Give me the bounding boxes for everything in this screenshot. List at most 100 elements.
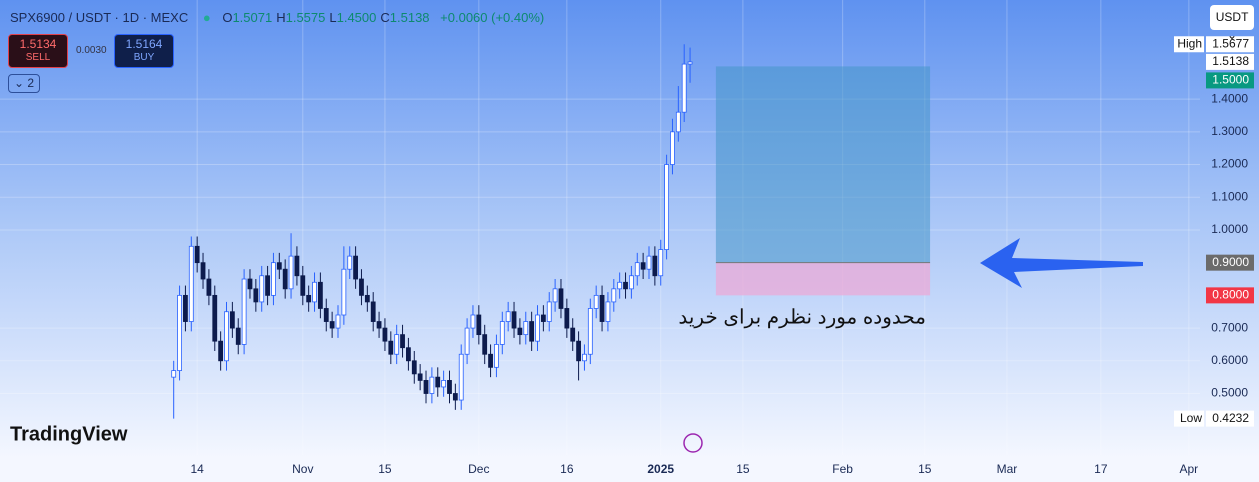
candle-body — [587, 308, 593, 355]
candle-body — [552, 288, 558, 303]
candle-body — [259, 275, 265, 303]
candle-body — [464, 327, 470, 355]
candle-body — [570, 327, 576, 342]
x-tick-label: 14 — [190, 462, 204, 476]
currency-select[interactable]: USDT ⌄ — [1210, 5, 1254, 42]
candle-body — [411, 360, 417, 375]
candle-body — [253, 288, 259, 303]
high-label: 1.5677 — [1212, 36, 1249, 50]
status-dot: ● — [202, 10, 211, 25]
ohlc-value: 1.5575 — [285, 10, 326, 25]
brand: TradingView — [10, 423, 128, 445]
candle-body — [593, 294, 599, 309]
y-tick-label: 0.5000 — [1211, 386, 1248, 400]
x-tick-label: 15 — [918, 462, 932, 476]
buy-button[interactable]: 1.5164 BUY — [114, 34, 174, 68]
annotation: محدوده مورد نظرم برای خرید — [678, 306, 926, 328]
candle-body — [675, 111, 681, 133]
candle-body — [329, 321, 335, 329]
candle-body — [488, 353, 493, 368]
candle-body — [494, 344, 499, 368]
candle-body — [229, 311, 235, 329]
low-label-bg — [1206, 410, 1254, 427]
buy-price: 1.5164 — [125, 37, 163, 51]
candle-body — [388, 340, 394, 355]
candle-body — [341, 268, 347, 316]
candle-body — [470, 314, 476, 329]
candle-body — [200, 262, 206, 280]
event-icon[interactable] — [683, 433, 703, 453]
candle-body — [435, 376, 441, 388]
candle-body — [546, 301, 552, 322]
candle-body — [212, 294, 218, 342]
ohlc-value: 1.4500 — [336, 10, 377, 25]
candle-body — [171, 370, 177, 378]
ohlc: O1.5071 H1.5575 L1.4500 C1.5138 — [222, 10, 433, 25]
candle-body — [511, 311, 517, 329]
x-tick-label: Feb — [832, 462, 853, 476]
header: SPX6900 / USDT · 1D · MEXC ● O1.5071 H1.5… — [10, 10, 547, 25]
candle-body — [535, 314, 540, 342]
candle-body — [265, 275, 270, 296]
candle-body — [505, 311, 511, 322]
candle-body — [646, 255, 652, 270]
candle-body — [394, 334, 400, 355]
candle-body — [558, 288, 564, 309]
candle-body — [564, 308, 570, 329]
candle-body — [582, 353, 587, 362]
candle-body — [529, 321, 535, 342]
candle-body — [294, 255, 300, 277]
candle-body — [687, 61, 693, 65]
candle-body — [628, 275, 634, 290]
low-label: 0.4232 — [1212, 411, 1249, 425]
y-tick-label: 1.3000 — [1211, 124, 1248, 138]
candle-body — [540, 314, 546, 322]
candle-body — [306, 294, 312, 303]
indicator-count: 2 — [27, 76, 35, 90]
candle-body — [441, 380, 447, 388]
candle-body — [599, 294, 605, 322]
low-label-key-bg — [1174, 410, 1204, 427]
indicator-toggle[interactable]: ⌄ 2 — [8, 74, 40, 93]
candle-body — [681, 63, 687, 113]
x-tick-label: Mar — [997, 462, 1018, 476]
candle-body — [300, 275, 306, 296]
target-zone — [715, 66, 931, 263]
candle-body — [447, 380, 452, 394]
candle-body — [417, 373, 423, 381]
candle-body — [382, 327, 388, 342]
candle-body — [458, 353, 464, 401]
candle-body — [664, 164, 670, 250]
ohlc-key: H — [276, 10, 286, 25]
candle-body — [359, 278, 364, 296]
y-tick-label: 1.2000 — [1211, 157, 1248, 171]
last-price-label-bg — [1206, 53, 1254, 70]
candle-body — [670, 131, 675, 165]
y-tick-label: 0.6000 — [1211, 353, 1248, 367]
high-label-bg — [1206, 36, 1254, 53]
y-tick-label: 1.0000 — [1211, 222, 1248, 236]
symbol: SPX6900 / USDT · 1D · MEXC — [10, 10, 189, 25]
candle-body — [317, 281, 323, 309]
candle-body — [406, 347, 411, 362]
change: +0.0060 (+0.40%) — [440, 10, 545, 25]
y-tick-label: 1.1000 — [1211, 189, 1248, 203]
x-tick-label: Apr — [1180, 462, 1199, 476]
target-label: 1.5000 — [1212, 73, 1249, 87]
candle-body — [658, 249, 664, 277]
candle-body — [523, 321, 529, 336]
candle-body — [623, 281, 628, 290]
candle-body — [634, 262, 640, 277]
last-price-label: 1.5138 — [1212, 54, 1249, 68]
target-label-bg — [1206, 72, 1254, 89]
candle-body — [194, 245, 200, 264]
x-tick-label: 15 — [736, 462, 750, 476]
x-tick-label: Nov — [292, 462, 313, 476]
currency: USDT — [1215, 10, 1249, 24]
sell-button[interactable]: 1.5134 SELL — [8, 34, 68, 68]
ohlc-key: C — [380, 10, 390, 25]
candle-body — [271, 262, 276, 296]
candle-body — [347, 255, 353, 270]
candle-body — [335, 314, 341, 329]
